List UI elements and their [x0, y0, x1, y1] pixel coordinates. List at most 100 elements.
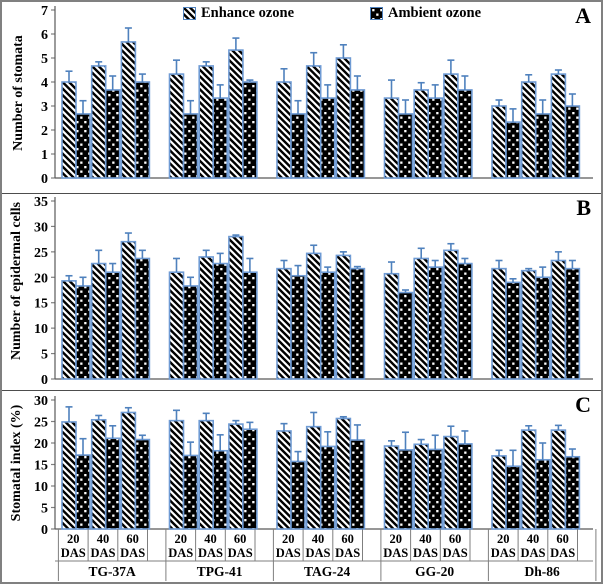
x-das-label: 20 DAS	[383, 532, 408, 560]
y-tick-label: 30	[34, 394, 48, 409]
bar-ambient-tpg-41-20-das	[182, 454, 199, 530]
bar-ambient-dh-86-20-das	[505, 281, 521, 380]
y-tick-label: 5	[41, 348, 48, 363]
x-das-label: 20 DAS	[61, 532, 86, 560]
bar-enhance-tg-37a-20-das	[61, 280, 77, 380]
bar-enhance-tg-37a-60-das	[120, 240, 137, 380]
bar-enhance-tpg-41-20-das	[168, 419, 185, 530]
y-axis-title-b: Number of epidermal cells	[9, 202, 24, 360]
bar-enhance-dh-86-40-das	[520, 429, 537, 530]
bar-enhance-tg-37a-20-das	[61, 421, 77, 530]
bar-ambient-tpg-41-60-das	[242, 428, 258, 530]
bar-enhance-tg-37a-40-das	[90, 65, 107, 179]
bar-enhance-dh-86-20-das	[491, 105, 507, 179]
x-das-label: 20 DAS	[276, 532, 301, 560]
bar-ambient-tpg-41-60-das	[242, 271, 258, 380]
y-axis-title-c: Stomatal index (%)	[9, 404, 24, 522]
bar-enhance-gg-20-40-das	[413, 89, 430, 179]
chart-a-canvas: 0 1 2 3 4 5 6 7	[41, 4, 593, 187]
bar-ambient-tpg-41-20-das	[182, 113, 199, 179]
panel-letter-c: C	[575, 392, 591, 417]
bar-enhance-gg-20-60-das	[443, 73, 459, 179]
legend-item-enhance-ozone: Enhance ozone	[183, 5, 294, 22]
y-tick-label: 30	[34, 220, 48, 235]
bar-enhance-tg-37a-20-das	[61, 81, 77, 179]
y-tick-label: 2	[41, 124, 48, 139]
x-das-label: 40 DAS	[198, 532, 223, 560]
bar-ambient-dh-86-60-das	[564, 267, 581, 380]
bar-ambient-gg-20-60-das	[457, 443, 473, 530]
y-tick-label: 10	[34, 480, 48, 495]
bar-ambient-tpg-41-40-das	[212, 97, 228, 179]
x-das-label: 60 DAS	[550, 532, 575, 560]
legend-label-enhance: Enhance ozone	[201, 5, 295, 21]
bar-ambient-tag-24-60-das	[349, 439, 366, 530]
bar-enhance-gg-20-40-das	[413, 443, 430, 530]
x-group-label: TG-37A	[89, 564, 137, 579]
bar-enhance-dh-86-60-das	[550, 259, 567, 380]
bar-ambient-tag-24-20-das	[290, 113, 306, 179]
bar-enhance-tg-37a-40-das	[90, 418, 107, 530]
bar-enhance-tpg-41-60-das	[228, 235, 244, 380]
x-das-label: 20 DAS	[168, 532, 193, 560]
y-axis-title-a: Number of stomata	[11, 35, 26, 151]
bar-ambient-tag-24-60-das	[349, 89, 366, 179]
bar-ambient-tag-24-20-das	[290, 274, 306, 380]
bar-ambient-gg-20-20-das	[397, 291, 414, 380]
bar-ambient-tpg-41-40-das	[212, 262, 228, 380]
bar-enhance-tag-24-40-das	[305, 65, 322, 179]
bar-enhance-gg-20-40-das	[413, 257, 430, 380]
y-tick-label: 0	[41, 523, 48, 538]
bar-ambient-gg-20-40-das	[427, 97, 444, 179]
y-tick-label: 1	[41, 148, 48, 163]
bar-ambient-tag-24-40-das	[319, 271, 336, 380]
bar-enhance-tpg-41-40-das	[198, 419, 214, 530]
bar-enhance-tg-37a-40-das	[90, 262, 107, 380]
x-das-label: 40 DAS	[305, 532, 330, 560]
bar-ambient-gg-20-40-das	[427, 266, 444, 380]
bar-enhance-dh-86-40-das	[520, 81, 537, 179]
chart-b-canvas: 0 5 10 15 20 25 30 35	[34, 195, 593, 388]
bar-ambient-tag-24-60-das	[349, 267, 366, 380]
bar-enhance-dh-86-20-das	[491, 455, 507, 530]
bar-ambient-dh-86-20-das	[505, 465, 521, 530]
bar-ambient-tg-37a-40-das	[104, 89, 121, 179]
bar-ambient-gg-20-60-das	[457, 262, 473, 380]
bar-enhance-dh-86-60-das	[550, 73, 567, 179]
bar-ambient-gg-20-20-das	[397, 113, 414, 179]
bar-enhance-tag-24-40-das	[305, 252, 322, 380]
panel-c: 0 5 10 15 20 25 30 20 DAS 40 DAS 60 DAS TG-37A 20 DAS 40…	[2, 391, 601, 582]
bar-enhance-dh-86-20-das	[491, 267, 507, 380]
y-tick-label: 5	[41, 502, 48, 517]
bar-enhance-gg-20-60-das	[443, 249, 459, 380]
y-tick-label: 5	[41, 52, 48, 67]
bar-ambient-tpg-41-40-das	[212, 449, 228, 530]
bar-enhance-tag-24-60-das	[335, 254, 352, 380]
x-das-label: 40 DAS	[90, 532, 115, 560]
y-tick-label: 7	[41, 4, 48, 19]
x-das-label: 40 DAS	[520, 532, 545, 560]
bar-ambient-dh-86-40-das	[534, 276, 551, 380]
x-group-label: TPG-41	[197, 564, 243, 579]
panel-letter-b: B	[576, 195, 591, 220]
x-das-label: 60 DAS	[443, 532, 468, 560]
bar-enhance-tpg-41-20-das	[168, 271, 185, 380]
y-tick-label: 25	[34, 416, 48, 431]
y-tick-label: 0	[41, 172, 48, 187]
bar-enhance-dh-86-60-das	[550, 429, 567, 530]
y-tick-label: 4	[41, 76, 48, 91]
y-tick-label: 0	[41, 373, 48, 388]
y-tick-label: 20	[34, 437, 48, 452]
bar-enhance-tpg-41-40-das	[198, 256, 214, 380]
x-group-label: Dh-86	[525, 564, 561, 579]
y-tick-label: 25	[34, 246, 48, 261]
y-tick-label: 6	[41, 28, 48, 43]
x-das-label: 60 DAS	[228, 532, 253, 560]
y-tick-label: 15	[34, 459, 48, 474]
bar-enhance-dh-86-40-das	[520, 269, 537, 380]
x-group-label: TAG-24	[304, 564, 350, 579]
bar-ambient-gg-20-40-das	[427, 448, 444, 530]
x-das-label: 60 DAS	[120, 532, 145, 560]
